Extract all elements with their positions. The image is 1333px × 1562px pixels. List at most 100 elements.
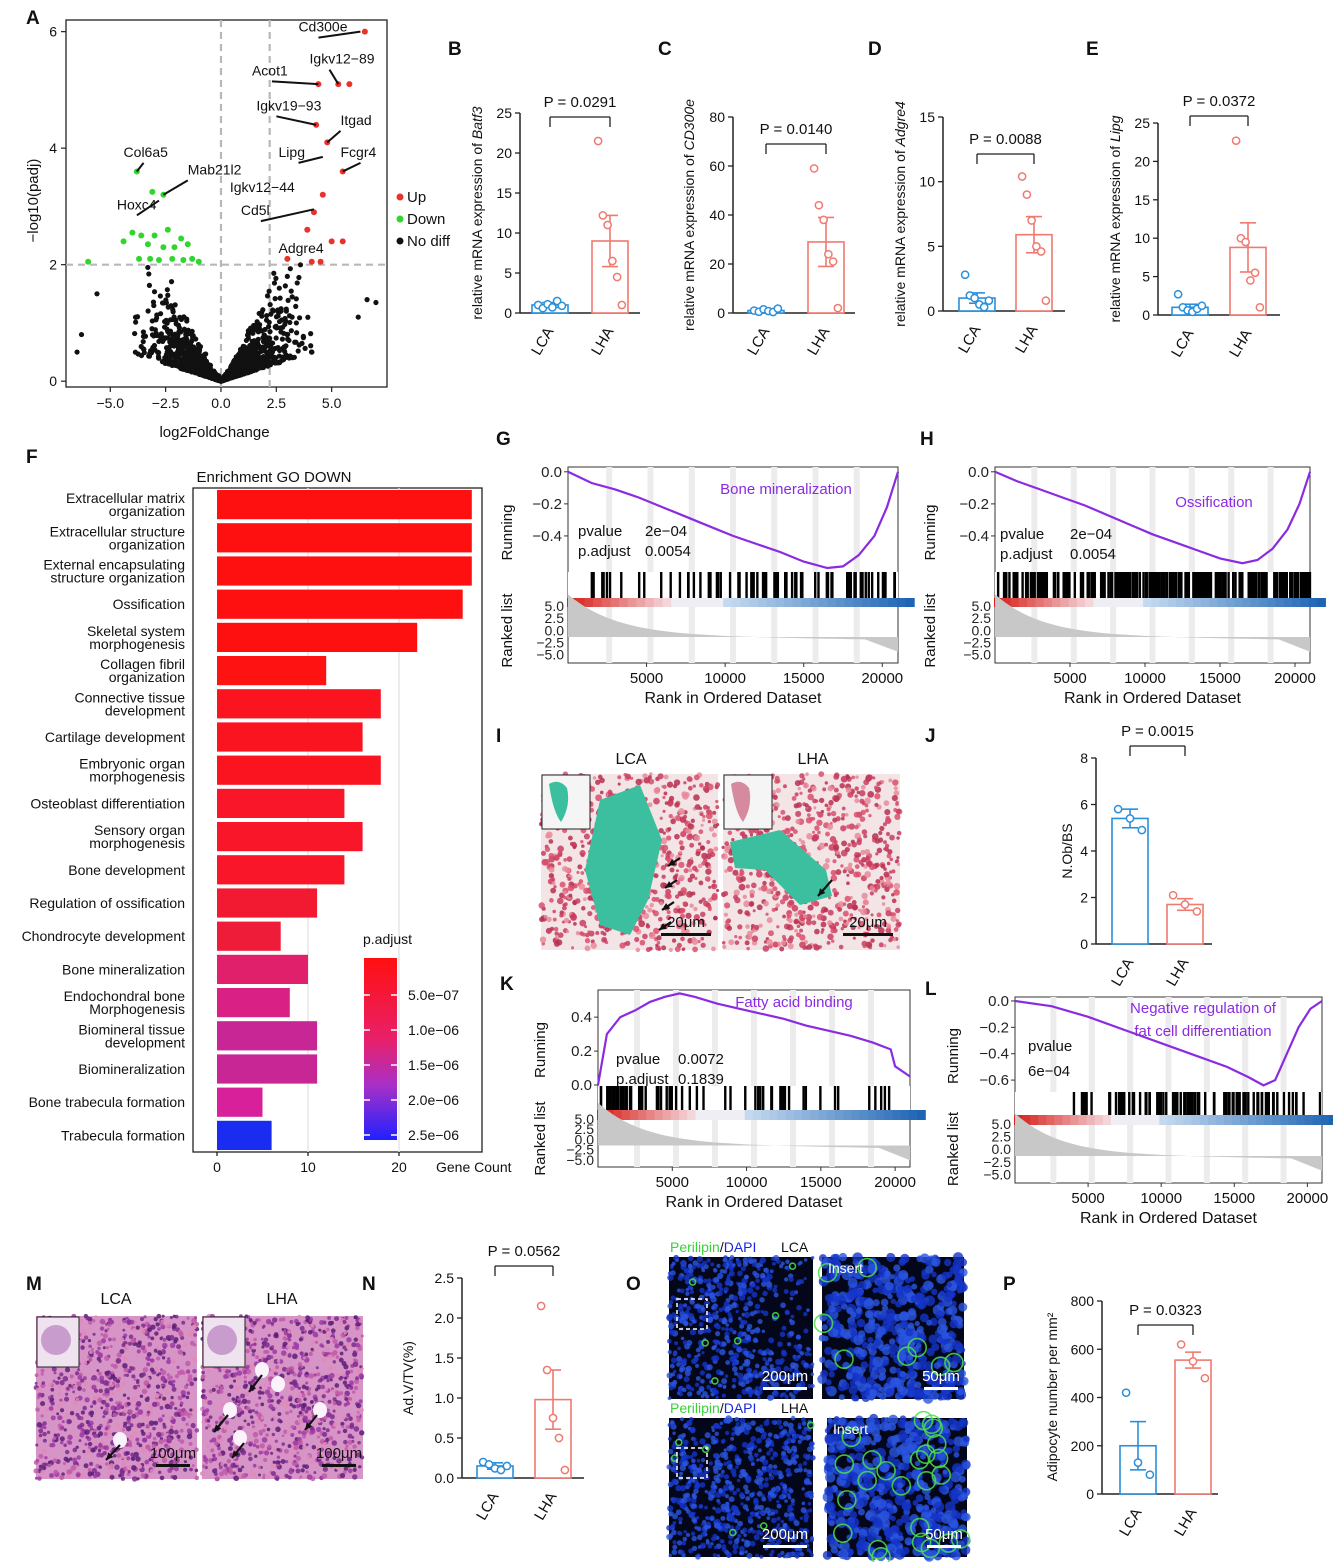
go-term-label: Extracellular matrix [66, 490, 185, 506]
gene-label: Itgad [341, 112, 372, 128]
y-tick-label: 0 [927, 303, 935, 319]
cell-speck [689, 903, 694, 908]
data-point [1121, 1388, 1131, 1398]
cell-speck [771, 907, 776, 912]
go-bar [217, 523, 472, 553]
cell-speck [122, 1393, 127, 1397]
p-value-label: P = 0.0140 [760, 121, 833, 138]
cell-speck [893, 790, 900, 796]
cell-speck [41, 1462, 47, 1468]
cell-speck [758, 923, 763, 928]
nodiff-point [174, 351, 180, 357]
cell-speck [191, 1464, 195, 1468]
cell-speck [135, 1437, 140, 1442]
cell-speck [181, 1416, 186, 1422]
metric-tick-label: −2.5 [963, 635, 991, 651]
cell-speck [651, 909, 656, 914]
y-axis-label: relative mRNA expression of Lipg [1107, 115, 1123, 322]
cell-speck [860, 784, 866, 790]
x-tick-label: 0 [213, 1159, 221, 1175]
cell-speck [44, 1456, 48, 1460]
cell-speck [145, 1424, 150, 1428]
cell-speck [551, 877, 556, 882]
cell-speck [842, 902, 847, 906]
cell-speck [715, 823, 720, 827]
cell-speck [875, 852, 879, 856]
cell-speck [745, 884, 750, 889]
y-tick-label: −0.2 [979, 1019, 1009, 1036]
y-tick-label: 2.5 [435, 1270, 455, 1286]
cell-speck [839, 782, 845, 789]
data-point [1231, 136, 1241, 146]
cell-speck [595, 930, 600, 935]
rank-color-strip [1191, 1115, 1201, 1125]
nodiff-point [373, 299, 379, 306]
cell-speck [867, 790, 875, 798]
cell-speck [826, 940, 831, 945]
cell-speck [104, 1322, 108, 1326]
cell-speck [179, 1401, 184, 1406]
nodiff-point [273, 275, 279, 281]
x-axis-label: Rank in Ordered Dataset [1080, 1210, 1258, 1227]
cell-speck [886, 861, 891, 866]
cell-speck [161, 1356, 166, 1360]
cell-speck [120, 1455, 125, 1460]
cell-speck [642, 912, 650, 920]
x-tick-label: 10000 [704, 670, 746, 687]
rank-color-strip [826, 1110, 836, 1120]
cell-speck [851, 900, 857, 905]
rank-color-strip [1010, 598, 1020, 607]
nodiff-point [163, 335, 169, 341]
rank-color-strip [810, 1110, 820, 1120]
nodiff-point [263, 344, 269, 350]
cell-speck [746, 933, 753, 941]
go-term-label: organization [109, 669, 185, 685]
cell-speck [824, 803, 828, 808]
cell-speck [150, 1358, 155, 1363]
cell-speck [700, 936, 705, 941]
cell-speck [590, 942, 597, 949]
rank-color-strip [736, 1110, 746, 1120]
cell-speck [687, 785, 693, 791]
cell-speck [749, 871, 753, 876]
enrichment-score-line [994, 470, 1312, 565]
cell-speck [130, 1338, 136, 1344]
cell-speck [584, 925, 588, 929]
data-point [1137, 825, 1147, 835]
cell-speck [160, 1369, 167, 1376]
cell-speck [189, 1340, 195, 1346]
cell-speck [821, 928, 825, 932]
cell-speck [92, 1400, 97, 1405]
rank-color-strip [1240, 1115, 1249, 1125]
up-point [317, 258, 324, 265]
cell-speck [854, 786, 859, 791]
rank-color-strip [802, 1110, 811, 1120]
cell-speck [635, 778, 642, 786]
ranked-metric-area [1015, 1113, 1322, 1171]
cell-speck [733, 889, 740, 896]
cell-speck [707, 819, 712, 824]
metric-tick-label: −2.5 [566, 1142, 594, 1158]
cell-speck [682, 947, 686, 951]
cell-speck [823, 907, 829, 913]
cell-speck [88, 1461, 94, 1466]
cell-speck [90, 1404, 94, 1409]
cell-speck [126, 1465, 132, 1470]
gsea-title: Negative regulation of [1130, 1000, 1277, 1017]
cell-speck [876, 847, 883, 854]
nodiff-point [179, 351, 185, 357]
nodiff-point [181, 336, 188, 342]
cell-speck [59, 1398, 63, 1402]
cell-speck [171, 1383, 175, 1388]
y-tick-label: 6 [49, 24, 57, 40]
y-axis-label: relative mRNA expression of CD300e [681, 99, 697, 331]
grid-band [606, 467, 613, 663]
cell-speck [893, 808, 898, 812]
y-axis-label-2: Ranked list [945, 1111, 962, 1186]
nodiff-point [157, 293, 163, 299]
cell-speck [822, 863, 830, 870]
cell-speck [802, 913, 808, 919]
cell-speck [831, 939, 835, 943]
